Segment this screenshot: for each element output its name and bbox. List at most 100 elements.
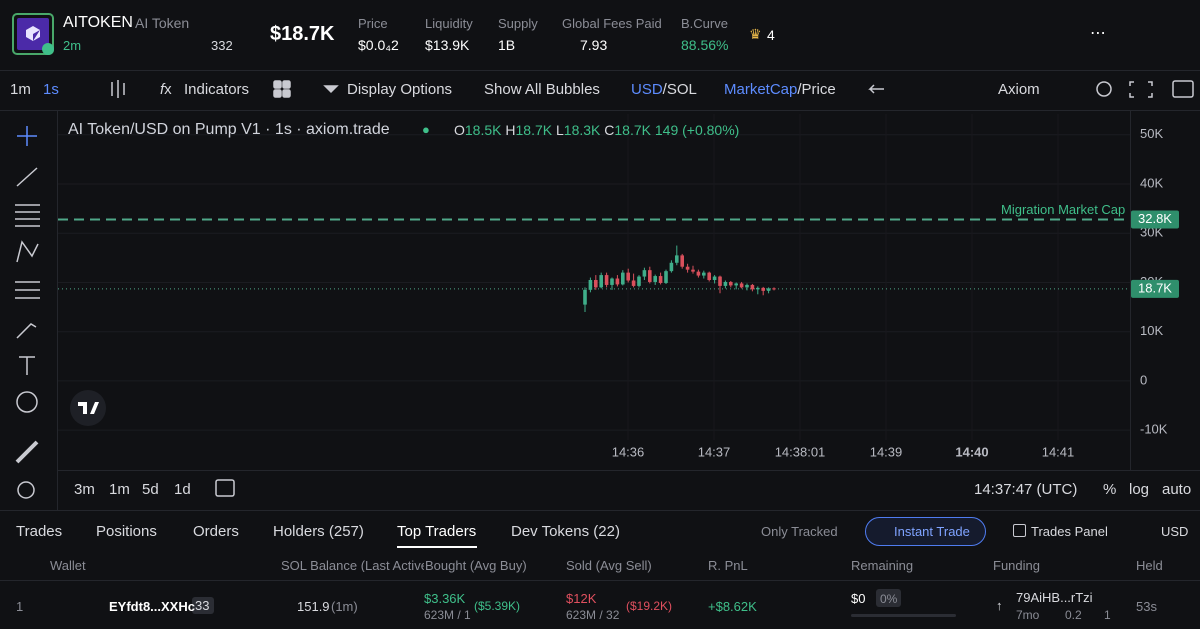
crown-count: 4: [767, 27, 775, 43]
remaining: $0: [851, 591, 866, 606]
tab[interactable]: Trades: [16, 523, 63, 540]
candle-body: [702, 272, 706, 276]
column-header: Funding: [993, 558, 1040, 573]
goto-date-icon[interactable]: [215, 479, 235, 497]
tab[interactable]: Dev Tokens (22): [511, 523, 620, 540]
dropdown-icon[interactable]: [323, 85, 339, 94]
ohlc-key: L: [555, 122, 564, 138]
layout-icon[interactable]: [273, 80, 282, 89]
show-all-bubbles[interactable]: Show All Bubbles: [484, 81, 600, 98]
candle-body: [626, 272, 630, 281]
candle-body: [750, 284, 755, 290]
candle-body: [772, 288, 776, 290]
bought: $3.36K: [424, 591, 466, 606]
settings-icon[interactable]: [1096, 81, 1112, 97]
wallet-badge: 33: [195, 598, 210, 613]
interval[interactable]: 1m: [10, 81, 31, 98]
candle-body: [739, 283, 744, 288]
column-header: SOL Balance (Last Active: [281, 559, 424, 572]
currency-toggle[interactable]: USD/SOL: [631, 82, 697, 97]
text-tool[interactable]: [19, 356, 35, 375]
projection-tool[interactable]: [15, 281, 40, 299]
more-menu[interactable]: ⋯: [1090, 25, 1106, 42]
crosshair-tool[interactable]: [17, 126, 37, 146]
y-tick-label: 40K: [1140, 175, 1163, 190]
candle-body: [637, 276, 641, 286]
token-logo-frame[interactable]: [12, 13, 54, 55]
x-tick-label: 14:38:01: [775, 444, 826, 459]
candle-body: [621, 272, 625, 285]
price-tag-label: 18.7K: [1138, 280, 1172, 295]
fib-tool[interactable]: [15, 204, 40, 227]
display-options[interactable]: Display Options: [347, 81, 453, 98]
ohlc-value: 18.7K: [515, 122, 553, 138]
tab[interactable]: Positions: [96, 523, 157, 540]
candle-body: [712, 276, 717, 280]
layout-icon: [273, 89, 282, 98]
layout-icon: [282, 89, 291, 98]
range[interactable]: 1d: [174, 481, 191, 498]
scale-option[interactable]: auto: [1162, 481, 1192, 498]
camera-icon[interactable]: [1172, 80, 1194, 98]
ruler-tool[interactable]: [15, 440, 39, 464]
column-header: Remaining: [851, 558, 914, 573]
candle-body: [642, 270, 647, 277]
instant-trade-button[interactable]: [865, 517, 986, 546]
stat-label: Global Fees Paid: [562, 16, 662, 31]
column-header: R. PnL: [708, 558, 748, 573]
fx-icon: fx: [160, 81, 172, 98]
candle-body: [653, 276, 657, 282]
tab[interactable]: Orders: [193, 523, 239, 540]
range[interactable]: 1m: [109, 481, 130, 498]
fullscreen-icon[interactable]: [1129, 81, 1153, 98]
trades-panel[interactable]: Trades Panel: [1031, 524, 1108, 539]
scale-option[interactable]: log: [1129, 481, 1150, 498]
funding-amount: 0.2: [1065, 608, 1082, 622]
currency-switch[interactable]: USD: [1161, 524, 1189, 539]
tv-badge[interactable]: [70, 390, 106, 426]
range[interactable]: 3m: [74, 481, 95, 498]
ohlc-key: H: [505, 122, 516, 138]
candle-body: [729, 281, 733, 286]
trendline-tool[interactable]: [16, 167, 38, 187]
candle-body: [631, 280, 636, 286]
currency-other: /SOL: [662, 81, 697, 98]
undo-icon[interactable]: [868, 84, 884, 94]
candle-body: [761, 287, 765, 291]
brand-select[interactable]: Axiom: [998, 81, 1040, 98]
funding-wallet[interactable]: 79AiHB...rTzi: [1016, 590, 1093, 605]
wallet[interactable]: EYfdt8...XXHc: [109, 599, 195, 614]
x-tick-label: 14:37: [698, 444, 731, 459]
indicators-button[interactable]: Indicators: [184, 81, 250, 98]
candle-icon[interactable]: [111, 80, 125, 98]
stat-value: 1B: [498, 37, 516, 53]
pattern-tool[interactable]: [16, 240, 39, 263]
range[interactable]: 5d: [142, 481, 159, 498]
status-dot: ●: [422, 122, 430, 137]
only-tracked[interactable]: Only Tracked: [761, 524, 838, 539]
instant-trade[interactable]: Instant Trade: [894, 524, 970, 539]
ohlc-value: 18.5K: [464, 122, 502, 138]
tab[interactable]: Holders (257): [273, 523, 364, 540]
price-tag: [1131, 279, 1179, 298]
funding-arrow: ↑: [996, 598, 1003, 613]
tab-active[interactable]: Top Traders: [397, 523, 477, 540]
candle-body: [610, 278, 614, 285]
candle-body: [718, 276, 722, 286]
scale-option[interactable]: %: [1103, 481, 1117, 498]
token-name[interactable]: AI Token: [135, 15, 190, 31]
brush-tool[interactable]: [16, 323, 37, 339]
stat-label: Liquidity: [425, 16, 473, 31]
rank: 1: [16, 599, 24, 614]
emoji-tool[interactable]: [16, 391, 38, 413]
mode-toggle[interactable]: MarketCap/Price: [724, 82, 836, 97]
ohlc-value: 18.7K: [614, 122, 651, 138]
candle-body: [615, 278, 620, 285]
crown-icon[interactable]: ♛: [749, 26, 762, 42]
active-tab-underline: [397, 546, 477, 548]
interval[interactable]: 1s: [43, 81, 59, 98]
candle-body: [648, 270, 652, 282]
zoom-tool[interactable]: [17, 481, 35, 499]
candle-body: [696, 271, 701, 276]
